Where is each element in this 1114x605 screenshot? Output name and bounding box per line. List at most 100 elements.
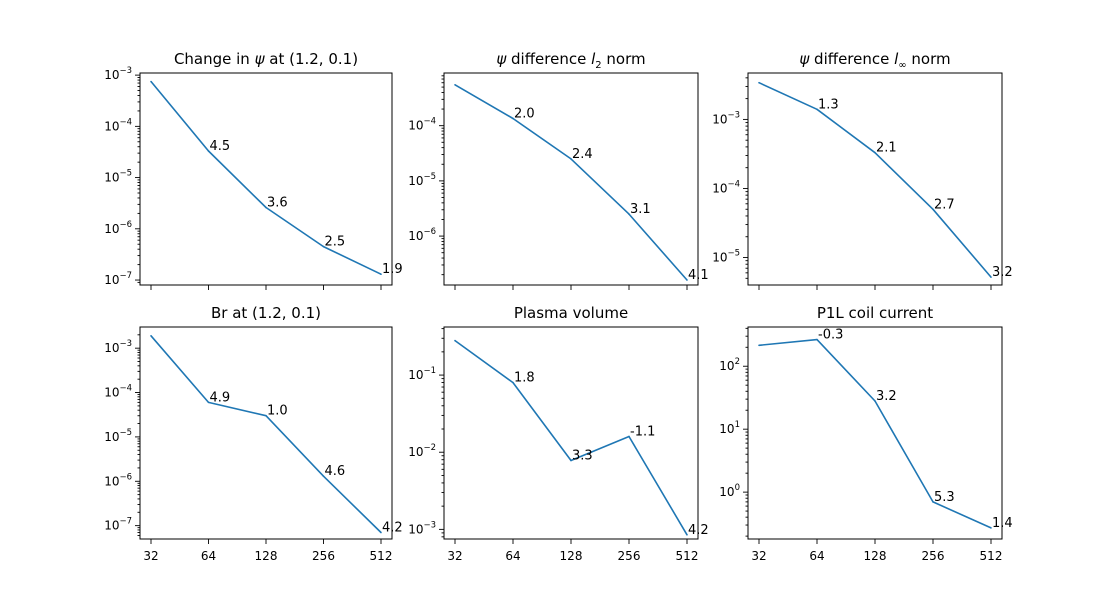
y-tick-label: 10−4 xyxy=(104,117,132,133)
y-tick-label: 10−5 xyxy=(712,249,740,265)
y-tick-label: 10−6 xyxy=(104,472,132,488)
data-point xyxy=(758,81,760,84)
data-point xyxy=(150,335,152,337)
rate-annotation: 3.2 xyxy=(992,265,1013,280)
data-point xyxy=(758,344,760,347)
data-point xyxy=(990,527,992,529)
series-line xyxy=(150,80,382,275)
y-tick-label: 10−4 xyxy=(104,384,132,400)
axes-frame xyxy=(747,326,1003,540)
data-point xyxy=(570,158,572,160)
rate-annotation: -1.1 xyxy=(630,424,655,439)
y-tick-label: 10−5 xyxy=(408,172,436,188)
x-tick-label: 32 xyxy=(751,549,766,563)
data-point xyxy=(207,150,210,152)
y-tick-label: 10−4 xyxy=(408,117,436,133)
data-point xyxy=(686,279,688,281)
data-point xyxy=(874,151,876,154)
rate-annotation: 4.5 xyxy=(210,139,231,154)
axes-frame xyxy=(443,72,699,286)
data-point xyxy=(380,531,382,534)
y-tick-label: 10−1 xyxy=(408,366,436,382)
data-point xyxy=(628,435,630,438)
chart-title: ψ difference l∞ norm xyxy=(799,50,950,71)
data-point xyxy=(932,501,934,503)
rate-annotation: 4.9 xyxy=(210,390,231,405)
y-tick-label: 10−7 xyxy=(104,517,132,533)
rate-annotation: 2.7 xyxy=(934,197,955,212)
data-point xyxy=(686,534,688,536)
rate-annotation: 5.3 xyxy=(934,490,955,505)
chart-panel-3: 10−5 10−4 10−3 ψ difference l∞ norm 1.3 2.1 2.… xyxy=(712,50,1013,290)
rate-annotation: 1.3 xyxy=(818,97,839,112)
rate-annotation: 2.0 xyxy=(514,106,535,121)
rate-annotation: 1.8 xyxy=(514,371,535,386)
series-line xyxy=(758,338,992,529)
data-point xyxy=(874,400,876,402)
chart-panel-4: 32 64 128 256 512 10−7 10−6 10−5 10−4 10−3 Br at (… xyxy=(104,304,403,563)
rate-annotation: -0.3 xyxy=(818,328,843,343)
series-line xyxy=(758,81,992,278)
y-tick-label: 10−3 xyxy=(104,66,132,82)
x-tick-label: 64 xyxy=(201,549,216,563)
y-tick-label: 10−4 xyxy=(712,179,740,195)
rate-annotation: 1.4 xyxy=(992,516,1013,531)
y-tick-label: 102 xyxy=(719,357,740,373)
rate-annotation: 4.6 xyxy=(325,464,346,479)
x-tick-label: 256 xyxy=(312,549,335,563)
x-tick-label: 32 xyxy=(143,549,158,563)
chart-panel-5: 32 64 128 256 512 10−3 10−2 10−1 Plasma volume 1.… xyxy=(408,304,709,563)
x-tick-label: 64 xyxy=(809,549,824,563)
y-tick-label: 10−3 xyxy=(104,339,132,355)
data-point xyxy=(454,339,456,342)
y-tick-label: 10−2 xyxy=(408,443,436,459)
data-point xyxy=(628,213,630,215)
x-tick-label: 128 xyxy=(560,549,583,563)
y-tick-label: 100 xyxy=(719,483,740,499)
y-tick-label: 101 xyxy=(719,420,740,436)
x-tick-label: 512 xyxy=(676,549,699,563)
data-point xyxy=(512,117,514,120)
y-tick-label: 10−5 xyxy=(104,428,132,444)
rate-annotation: 4.2 xyxy=(382,521,403,536)
x-tick-label: 256 xyxy=(922,549,945,563)
y-tick-label: 10−6 xyxy=(408,227,436,243)
rate-annotation: 1.9 xyxy=(382,262,403,277)
data-point xyxy=(265,206,267,209)
x-tick-label: 64 xyxy=(505,549,520,563)
chart-title: ψ difference l2 norm xyxy=(496,50,645,71)
rate-annotation: 3.1 xyxy=(630,202,651,217)
data-point xyxy=(150,80,152,83)
data-point xyxy=(207,401,210,404)
rate-annotation: 3.2 xyxy=(876,389,897,404)
series-line xyxy=(454,84,688,281)
data-point xyxy=(322,245,325,248)
y-tick-label: 10−6 xyxy=(104,220,132,236)
chart-panel-2: 10−6 10−5 10−4 ψ difference l2 norm 2.0 2.4 3.… xyxy=(408,50,709,290)
data-point xyxy=(932,208,934,211)
x-tick-label: 32 xyxy=(447,549,462,563)
data-point xyxy=(380,273,382,275)
rate-annotation: 1.0 xyxy=(267,404,288,419)
rate-annotation: 2.4 xyxy=(572,147,593,162)
x-tick-label: 256 xyxy=(618,549,641,563)
chart-title: Change in ψ at (1.2, 0.1) xyxy=(174,50,358,68)
data-point xyxy=(454,84,456,86)
x-tick-label: 512 xyxy=(980,549,1003,563)
data-point xyxy=(990,276,992,278)
y-tick-label: 10−3 xyxy=(408,520,436,536)
data-point xyxy=(265,414,267,417)
data-point xyxy=(570,459,572,462)
chart-title: Plasma volume xyxy=(514,304,628,322)
y-tick-label: 10−5 xyxy=(104,169,132,185)
chart-title: P1L coil current xyxy=(817,304,933,322)
x-tick-label: 128 xyxy=(864,549,887,563)
rate-annotation: 3.3 xyxy=(572,449,593,464)
rate-annotation: 4.1 xyxy=(688,268,709,283)
chart-title: Br at (1.2, 0.1) xyxy=(211,304,321,322)
axes-frame xyxy=(747,72,1003,286)
data-point xyxy=(816,338,818,341)
chart-panel-1: 10−7 10−6 10−5 10−4 10−3 Change in ψ at (1.2,… xyxy=(104,50,403,290)
axes-frame xyxy=(139,72,393,286)
